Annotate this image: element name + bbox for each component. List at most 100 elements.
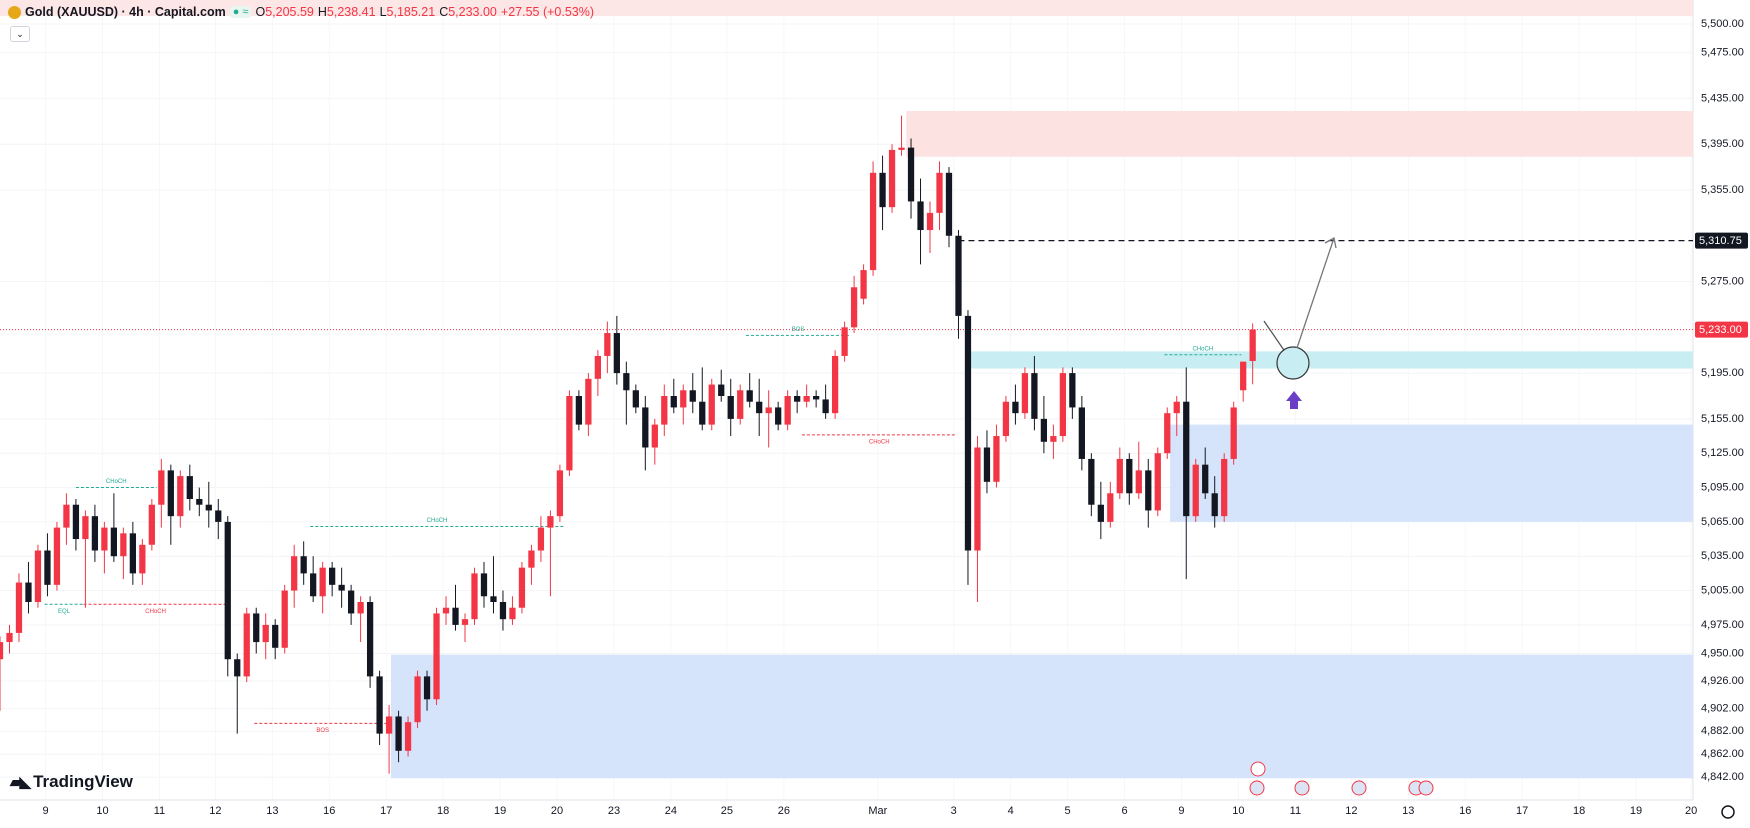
candle-body xyxy=(1107,493,1114,522)
candle-body xyxy=(727,395,734,419)
candle-body xyxy=(1012,401,1019,414)
candle-body xyxy=(803,395,810,402)
candle-body xyxy=(1192,464,1199,517)
candle-body xyxy=(869,172,877,271)
x-tick-label: 6 xyxy=(1121,805,1127,817)
candle-body xyxy=(642,407,649,448)
collapse-button[interactable]: ⌄ xyxy=(10,26,30,42)
quote-prefix: H xyxy=(317,5,327,19)
candle-body xyxy=(139,544,146,574)
x-tick-label: 11 xyxy=(154,805,165,817)
candle-body xyxy=(594,355,601,379)
candle-body xyxy=(471,573,478,620)
candle-body xyxy=(310,573,317,597)
symbol[interactable]: Gold (XAUUSD) · 4h · Capital.com xyxy=(25,5,226,19)
x-tick-label: 10 xyxy=(1232,805,1244,817)
candle-body xyxy=(6,632,13,643)
candle-body xyxy=(737,390,744,419)
candle-body xyxy=(262,624,269,643)
quote-value: 5,233.00 xyxy=(448,5,497,19)
candle-body xyxy=(253,613,260,643)
candle-body xyxy=(604,333,611,356)
candle-body xyxy=(1078,407,1085,459)
candle-body xyxy=(822,399,829,414)
candle-body xyxy=(888,149,896,208)
annotation-label: CHoCH xyxy=(106,479,127,485)
candle-body xyxy=(955,235,962,316)
y-tick-label: 5,065.00 xyxy=(1701,516,1744,528)
price-label-box xyxy=(1695,232,1748,249)
candle-body xyxy=(1135,470,1142,494)
quote-prefix: O xyxy=(255,5,266,19)
x-tick-label: 26 xyxy=(778,805,790,817)
candle-body xyxy=(708,384,715,425)
quote-high: H5,238.41 xyxy=(318,5,376,19)
candle-body xyxy=(234,659,241,677)
candle-body xyxy=(585,378,592,425)
candle-body xyxy=(1040,418,1048,442)
candle-body xyxy=(509,607,516,620)
candle-body xyxy=(850,287,858,328)
x-tick-label: 11 xyxy=(1290,805,1301,817)
candle-body xyxy=(945,172,953,236)
x-tick-label: 3 xyxy=(951,805,957,817)
quote-value: 5,205.59 xyxy=(265,5,314,19)
candle-body xyxy=(205,504,212,511)
candle-body xyxy=(272,624,279,648)
candle-body xyxy=(689,390,696,402)
quote-prefix: C xyxy=(439,5,449,19)
x-tick-label: 20 xyxy=(1685,805,1697,817)
x-tick-label: 24 xyxy=(665,805,677,817)
symbol-icon xyxy=(8,5,21,19)
candle-body xyxy=(110,527,118,557)
x-tick-label: 16 xyxy=(323,805,335,817)
x-tick-label: 13 xyxy=(1402,805,1414,817)
price-label-box xyxy=(1695,321,1748,338)
candle-body xyxy=(632,390,639,408)
candle-body xyxy=(329,567,336,585)
y-tick-label: 4,950.00 xyxy=(1701,647,1744,659)
y-tick-label: 5,035.00 xyxy=(1701,550,1744,562)
candle-body xyxy=(879,172,886,208)
candle-body xyxy=(148,504,155,545)
candle-body xyxy=(385,716,393,734)
zone xyxy=(0,0,1693,17)
candle-body xyxy=(841,327,848,356)
quote-prefix: L xyxy=(379,5,387,19)
candle-body xyxy=(63,504,70,528)
candle-body xyxy=(926,212,934,231)
annotation-label: CHoCH xyxy=(145,609,166,615)
candle-body xyxy=(347,590,355,614)
candle-body xyxy=(1240,361,1247,391)
candle-body xyxy=(1221,458,1228,517)
y-tick-label: 4,882.00 xyxy=(1701,725,1744,737)
candle-body xyxy=(53,527,61,585)
candle-body xyxy=(1154,453,1161,511)
x-tick-label: 12 xyxy=(209,805,221,817)
candle-body xyxy=(794,395,801,402)
annotation-label: EQL xyxy=(58,609,71,615)
candle-body xyxy=(72,504,80,540)
candle-body xyxy=(1126,458,1133,494)
candle-body xyxy=(1050,436,1057,442)
zone xyxy=(906,111,1693,157)
candle-body xyxy=(1116,458,1123,494)
x-tick-label: 18 xyxy=(1573,805,1585,817)
brand-logo[interactable]: ▰◣ TradingView xyxy=(10,772,133,792)
candle-body xyxy=(936,172,943,213)
status: ● ≈ xyxy=(229,6,252,18)
annotation-label: CHoCH xyxy=(427,518,448,524)
candle-body xyxy=(756,401,763,414)
annotation-label: BOS xyxy=(316,728,329,734)
candle-body xyxy=(300,556,307,574)
candle-body xyxy=(490,596,497,603)
candle-body xyxy=(177,476,184,517)
candle-body xyxy=(186,476,193,499)
candle-body xyxy=(613,333,620,374)
candle-body xyxy=(623,373,630,391)
candle-body xyxy=(528,550,535,568)
y-tick-label: 5,195.00 xyxy=(1701,367,1744,379)
candle-body xyxy=(291,556,298,591)
candle-body xyxy=(338,584,345,591)
